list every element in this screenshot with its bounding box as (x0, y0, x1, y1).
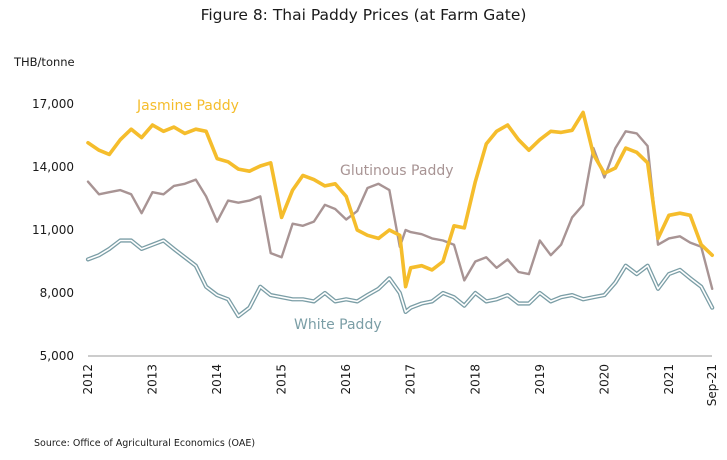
x-tick-label: 2021 (662, 364, 676, 395)
chart-title: Figure 8: Thai Paddy Prices (at Farm Gat… (200, 6, 527, 24)
y-tick-label: 14,000 (32, 160, 74, 174)
x-tick-label: 2012 (81, 364, 95, 395)
series-label-layer: Jasmine Paddy Glutinous Paddy White Paddy (136, 98, 454, 333)
x-tick-label: 2019 (533, 364, 547, 395)
x-tick-label: Sep-21 (705, 364, 719, 406)
white-paddy-line-inner (87, 239, 713, 317)
y-tick-label: 17,000 (32, 97, 74, 111)
x-tick-label: 2018 (468, 364, 482, 395)
glutinous-paddy-label: Glutinous Paddy (340, 163, 454, 179)
y-tick-label: 8,000 (40, 286, 74, 300)
x-tick-label: 2013 (146, 364, 160, 395)
series-layer (85, 110, 715, 319)
y-axis-unit-label: THB/tonne (14, 55, 75, 69)
source-note: Source: Office of Agricultural Economics… (34, 438, 256, 449)
x-tick-label: 2014 (210, 364, 224, 395)
y-tick-label: 11,000 (32, 223, 74, 237)
x-tick-label: 2017 (404, 364, 418, 395)
y-tick-label: 5,000 (40, 349, 74, 363)
x-axis: 2012 2013 2014 2015 2016 2017 2018 2019 2020 2021… (81, 355, 719, 406)
jasmine-paddy-label: Jasmine Paddy (136, 98, 239, 114)
x-tick-label: 2015 (275, 364, 289, 395)
jasmine-paddy-line (86, 110, 714, 289)
y-axis: 5,000 8,000 11,000 14,000 17,000 (32, 97, 74, 363)
x-tick-label: 2016 (339, 364, 353, 395)
x-tick-label: 2020 (597, 364, 611, 395)
white-paddy-label: White Paddy (294, 317, 382, 333)
glutinous-paddy-line (86, 130, 714, 290)
